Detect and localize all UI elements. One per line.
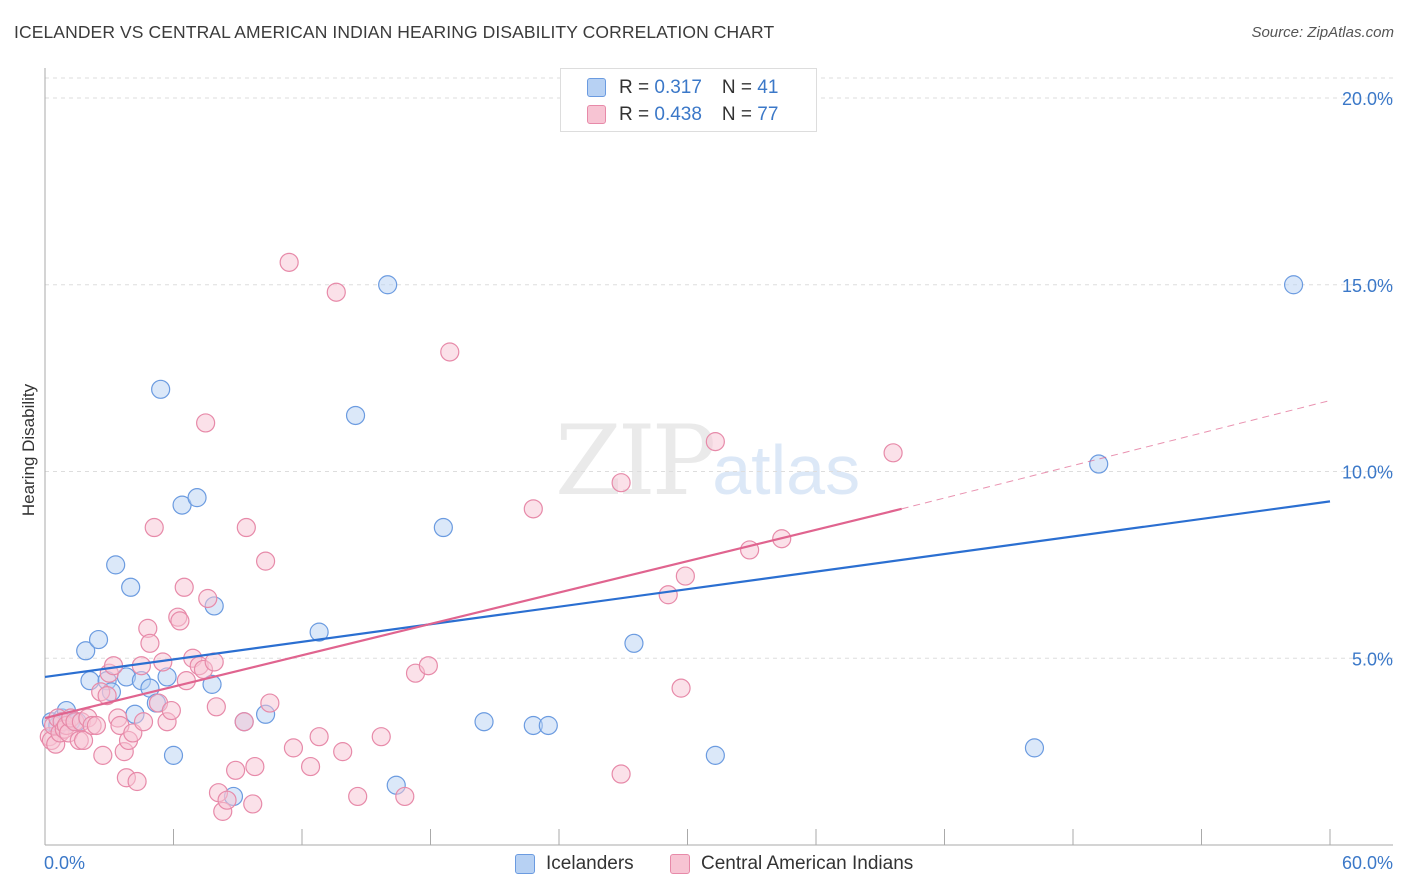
- central-american-indian-point: [93, 745, 113, 765]
- central-american-indian-point: [279, 252, 299, 272]
- central-american-indian-point: [395, 786, 415, 807]
- icelander-point: [1024, 738, 1045, 758]
- stats-legend-text: R = 0.317 N = 41: [619, 77, 778, 99]
- y-tick-label: 15.0%: [1342, 276, 1393, 296]
- central-american-indian-point: [260, 693, 280, 713]
- central-american-indian-point: [196, 413, 216, 433]
- y-tick-label: 10.0%: [1342, 463, 1393, 483]
- legend-r-value: 0.317: [654, 77, 702, 98]
- icelander-trend-line: [44, 500, 1331, 679]
- legend-label-icelanders: Icelanders: [546, 853, 634, 874]
- legend-n-label: N =: [721, 104, 758, 125]
- y-axis-label-wrap: Hearing Disability: [14, 300, 44, 600]
- central-american-indian-point: [217, 790, 237, 810]
- central-american-indian-point: [611, 764, 631, 784]
- central-american-indian-point: [523, 499, 543, 519]
- central-american-indian-point: [206, 697, 226, 717]
- central-american-indian-point: [418, 656, 438, 676]
- central-american-indian-point: [658, 585, 678, 605]
- central-american-indian-point: [198, 588, 218, 609]
- series-legend: Icelanders Central American Indians: [0, 850, 1406, 880]
- icelander-point: [705, 745, 725, 765]
- central-american-indian-point: [883, 443, 903, 463]
- central-american-indian-point: [705, 432, 725, 452]
- central-american-indian-point: [144, 517, 164, 538]
- icelander-point: [121, 577, 141, 597]
- legend-n-value: 77: [757, 104, 779, 125]
- chart-title: ICELANDER VS CENTRAL AMERICAN INDIAN HEA…: [14, 22, 775, 42]
- central-american-indian-point: [174, 577, 194, 597]
- central-american-indian-point: [86, 715, 107, 736]
- x-tick-label-max: 60.0%: [1342, 853, 1393, 873]
- y-tick-label: 20.0%: [1342, 89, 1393, 109]
- icelander-point: [1089, 454, 1109, 474]
- watermark-zip: ZIP: [555, 405, 716, 517]
- icelander-point: [187, 488, 207, 508]
- icelander-point: [106, 555, 126, 575]
- icelander-point: [1283, 275, 1304, 295]
- icelander-point: [151, 379, 171, 399]
- central-american-indian-point: [97, 685, 117, 706]
- central-american-indian-point: [170, 611, 190, 631]
- watermark: ZIPatlas: [555, 405, 860, 517]
- y-tick-label: 5.0%: [1352, 649, 1393, 669]
- x-tick-label-min: 0.0%: [44, 853, 85, 873]
- central-american-indian-point: [283, 738, 304, 758]
- icelander-point: [76, 641, 96, 661]
- icelander-point: [433, 517, 453, 538]
- central-american-indian-point: [236, 517, 256, 538]
- icelander-point: [163, 745, 184, 765]
- y-axis-label: Hearing Disability: [19, 383, 38, 517]
- central-american-indian-point: [309, 727, 329, 747]
- legend-label-central-american-indians: Central American Indians: [701, 853, 914, 874]
- central-american-indian-point: [73, 730, 94, 751]
- legend-swatch-blue: [515, 854, 535, 874]
- icelander-point: [474, 712, 494, 732]
- central-american-indian-trend-line: [44, 507, 902, 720]
- central-american-indian-trend-extension: [901, 400, 1331, 510]
- legend-n-label: N =: [721, 77, 758, 98]
- icelander-point: [345, 405, 366, 426]
- central-american-indian-point: [371, 727, 391, 747]
- legend-swatch-pink: [670, 854, 690, 874]
- legend-n-value: 41: [757, 77, 779, 98]
- icelander-point: [538, 715, 558, 736]
- stats-legend: R = 0.317 N = 41 R = 0.438 N = 77: [560, 68, 817, 132]
- central-american-indian-point: [671, 678, 691, 698]
- central-american-indian-point: [348, 786, 368, 807]
- icelander-point: [309, 622, 329, 642]
- legend-r-value: 0.438: [654, 104, 702, 125]
- legend-r-label: R =: [619, 104, 655, 125]
- central-american-indian-point: [127, 771, 147, 792]
- central-american-indian-point: [675, 566, 695, 586]
- icelander-point: [202, 674, 222, 694]
- central-american-indian-point: [243, 794, 263, 814]
- central-american-indian-point: [226, 760, 246, 780]
- central-american-indian-point: [611, 473, 631, 493]
- central-american-indian-point: [133, 712, 154, 732]
- central-american-indian-point: [300, 756, 321, 777]
- watermark-atlas: atlas: [712, 431, 861, 509]
- icelander-point: [378, 275, 398, 295]
- legend-swatch-blue: [587, 78, 606, 97]
- central-american-indian-point: [255, 551, 276, 571]
- stats-legend-text: R = 0.438 N = 77: [619, 104, 778, 126]
- central-american-indian-point: [140, 633, 160, 653]
- central-american-indian-point: [333, 742, 353, 762]
- central-american-indian-point: [326, 282, 346, 302]
- icelander-point: [624, 633, 644, 653]
- central-american-indian-point: [440, 342, 460, 362]
- legend-r-label: R =: [619, 77, 655, 98]
- central-american-indian-point: [161, 700, 181, 721]
- central-american-indian-point: [176, 671, 196, 691]
- icelander-point: [88, 629, 109, 650]
- legend-swatch-pink: [587, 105, 606, 124]
- central-american-indian-point: [245, 756, 265, 777]
- central-american-indian-point: [234, 712, 254, 732]
- chart-source: Source: ZipAtlas.com: [1251, 24, 1394, 41]
